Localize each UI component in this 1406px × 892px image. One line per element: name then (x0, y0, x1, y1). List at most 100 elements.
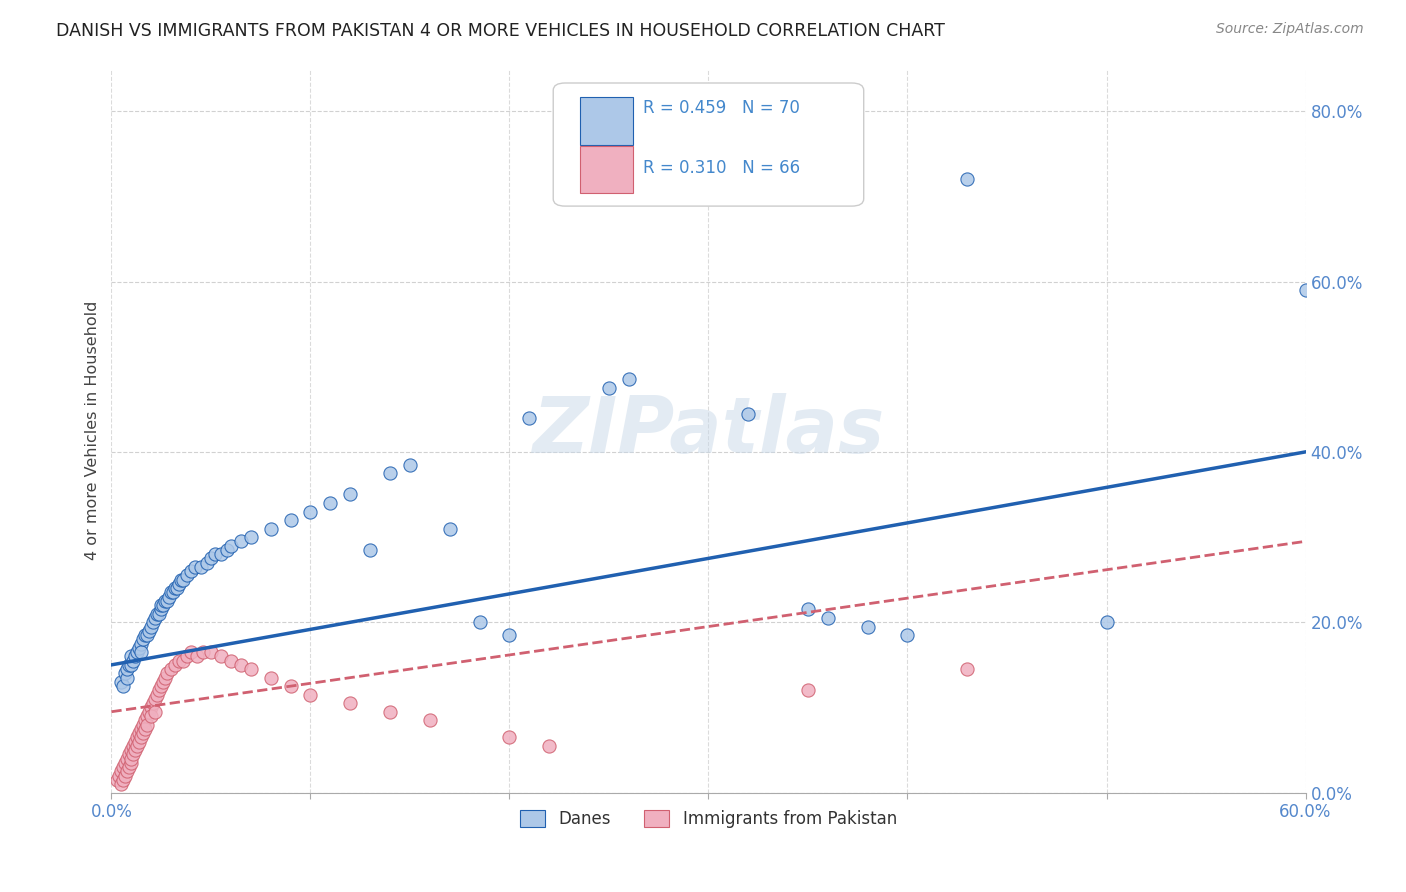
Point (117, 671, 139, 685)
Legend: Danes, Immigrants from Pakistan: Danes, Immigrants from Pakistan (513, 804, 904, 835)
Point (134, 722, 156, 736)
Point (124, 649, 146, 664)
Point (172, 573, 194, 587)
Point (797, 602, 820, 616)
Point (259, 522, 281, 536)
Point (128, 640, 150, 655)
Point (165, 581, 187, 595)
Point (339, 487, 361, 501)
Point (148, 683, 170, 698)
Point (152, 599, 174, 613)
Point (160, 662, 183, 676)
Point (120, 751, 142, 765)
Point (517, 410, 540, 425)
Point (204, 547, 226, 561)
Point (299, 504, 322, 518)
Point (122, 739, 145, 753)
FancyBboxPatch shape (553, 83, 863, 206)
Point (120, 756, 142, 770)
Point (180, 645, 202, 659)
Point (143, 692, 166, 706)
Point (200, 551, 222, 566)
Point (146, 688, 169, 702)
Point (114, 769, 136, 783)
Point (186, 649, 208, 664)
Point (112, 679, 135, 693)
Point (419, 713, 441, 727)
Point (167, 654, 190, 668)
Point (152, 674, 174, 689)
Point (184, 560, 207, 574)
Point (817, 611, 839, 625)
Point (129, 636, 152, 650)
Point (117, 751, 139, 765)
Point (339, 696, 361, 710)
Point (156, 594, 179, 608)
Point (117, 662, 139, 676)
Point (176, 649, 198, 664)
Point (468, 615, 491, 630)
Point (280, 513, 302, 527)
Bar (579, 146, 633, 193)
Bar (579, 97, 633, 145)
Point (399, 458, 422, 472)
Point (190, 560, 212, 574)
Point (172, 654, 194, 668)
Point (129, 731, 152, 745)
Point (132, 717, 155, 731)
Point (498, 628, 520, 642)
Point (157, 590, 180, 604)
Point (229, 534, 252, 549)
Point (146, 607, 169, 621)
Point (166, 581, 188, 595)
Point (170, 573, 193, 587)
Point (127, 731, 149, 745)
Point (143, 705, 166, 719)
Point (105, 772, 128, 787)
Point (229, 657, 252, 672)
Point (280, 679, 302, 693)
Point (112, 760, 135, 774)
Point (122, 747, 145, 762)
Point (200, 645, 222, 659)
Point (129, 722, 152, 736)
Point (128, 726, 150, 740)
Point (195, 556, 218, 570)
Text: R = 0.459   N = 70: R = 0.459 N = 70 (643, 99, 800, 117)
Point (896, 628, 918, 642)
Point (538, 739, 561, 753)
Point (162, 585, 184, 599)
Point (136, 709, 159, 723)
Point (219, 654, 242, 668)
Text: Source: ZipAtlas.com: Source: ZipAtlas.com (1216, 22, 1364, 37)
Point (108, 769, 131, 783)
Point (259, 671, 281, 685)
Point (142, 615, 165, 630)
Y-axis label: 4 or more Vehicles in Household: 4 or more Vehicles in Household (86, 301, 100, 560)
Point (176, 568, 198, 582)
Point (141, 700, 163, 714)
Point (498, 731, 520, 745)
Point (141, 709, 163, 723)
Point (215, 542, 238, 557)
Point (134, 713, 156, 727)
Point (299, 688, 322, 702)
Point (160, 585, 183, 599)
Point (138, 624, 160, 638)
Point (138, 705, 160, 719)
Point (120, 743, 142, 757)
Point (143, 611, 166, 625)
Point (150, 679, 173, 693)
Point (156, 666, 179, 681)
Point (1295, 283, 1317, 297)
Point (239, 662, 262, 676)
Point (124, 734, 146, 748)
Point (132, 726, 155, 740)
Point (191, 645, 214, 659)
Point (153, 671, 176, 685)
Point (150, 602, 173, 616)
Point (439, 522, 461, 536)
Point (110, 674, 132, 689)
Point (148, 607, 170, 621)
Point (598, 381, 620, 395)
